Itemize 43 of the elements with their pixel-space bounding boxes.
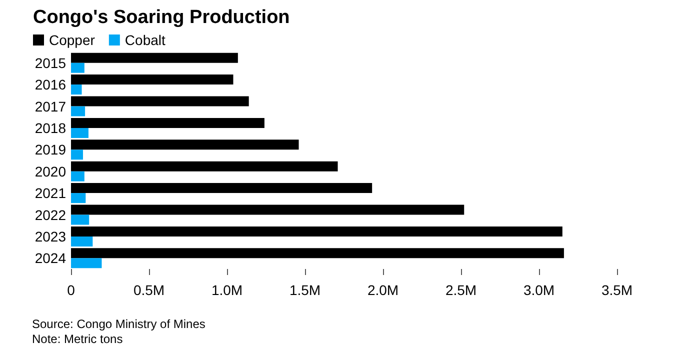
bar bbox=[71, 193, 86, 204]
y-tick-label: 2017 bbox=[34, 98, 66, 114]
y-tick-label: 2020 bbox=[34, 163, 66, 180]
bar bbox=[71, 128, 88, 138]
x-tick-label: 3.5M bbox=[601, 282, 633, 298]
x-tick-label: 2.0M bbox=[367, 282, 399, 298]
bar bbox=[71, 96, 249, 106]
x-tick-label: 0.5M bbox=[133, 282, 165, 298]
legend-label: Cobalt bbox=[124, 32, 166, 48]
x-tick-label: 1.5M bbox=[289, 282, 321, 298]
bar bbox=[71, 150, 84, 160]
bar bbox=[71, 62, 84, 73]
y-tick-label: 2022 bbox=[34, 206, 66, 223]
text: Note: Metric tons bbox=[32, 332, 123, 346]
bar bbox=[71, 214, 90, 225]
x-tick-label: 0 bbox=[67, 282, 76, 298]
y-tick-label: 2018 bbox=[34, 120, 66, 136]
bar bbox=[71, 183, 372, 194]
bar bbox=[71, 236, 93, 246]
legend-label: Copper bbox=[49, 32, 96, 48]
x-tick-label: 1.0M bbox=[211, 282, 243, 298]
y-tick-label: 2024 bbox=[34, 250, 66, 266]
y-tick-label: 2015 bbox=[34, 54, 66, 71]
bar bbox=[71, 74, 234, 85]
y-tick-label: 2021 bbox=[34, 185, 66, 202]
source-note: Source: Congo Ministry of Mines bbox=[32, 317, 206, 331]
bar bbox=[71, 171, 84, 182]
x-tick-label: 2.5M bbox=[445, 282, 477, 298]
bar bbox=[71, 204, 464, 215]
bar bbox=[71, 248, 564, 258]
y-tick-label: 2023 bbox=[34, 228, 66, 244]
bar bbox=[71, 140, 299, 150]
bar bbox=[71, 161, 338, 172]
bar bbox=[71, 258, 102, 268]
bar bbox=[71, 106, 86, 116]
bar bbox=[71, 118, 264, 128]
bar bbox=[71, 52, 238, 63]
y-tick-label: 2016 bbox=[34, 76, 66, 93]
bar bbox=[71, 226, 562, 236]
y-tick-label: 2019 bbox=[34, 142, 66, 158]
chart-title: Congo's Soaring Production bbox=[33, 7, 290, 28]
bar bbox=[71, 84, 82, 95]
x-tick-label: 3.0M bbox=[523, 282, 555, 298]
